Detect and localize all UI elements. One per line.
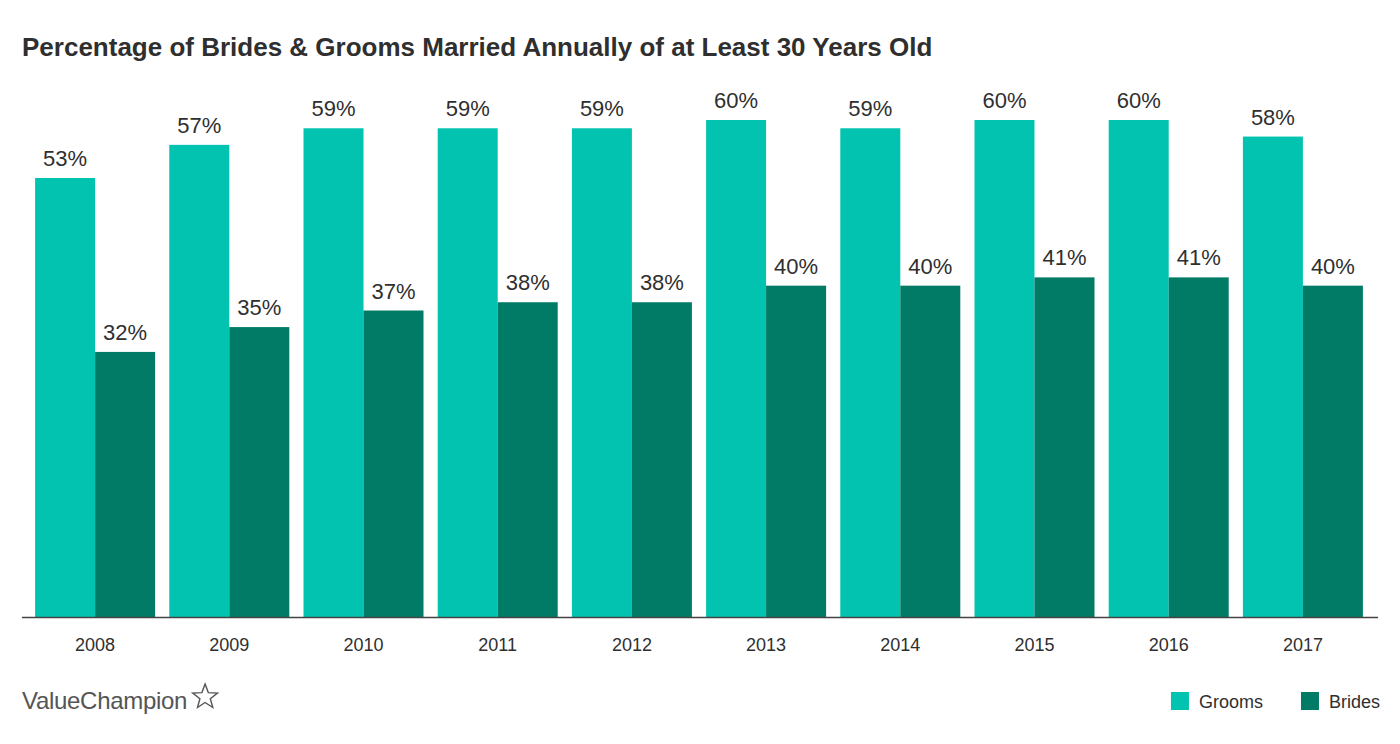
data-label: 59%	[848, 96, 892, 121]
legend-item: Brides	[1301, 692, 1380, 712]
data-label: 59%	[580, 96, 624, 121]
bar	[498, 302, 558, 617]
data-label: 59%	[311, 96, 355, 121]
bar	[95, 352, 155, 617]
bar	[1035, 277, 1095, 617]
bar	[632, 302, 692, 617]
bar	[304, 128, 364, 617]
data-label: 40%	[908, 254, 952, 279]
x-tick-label: 2011	[478, 635, 517, 655]
data-label: 40%	[1311, 254, 1355, 279]
logo-star	[193, 684, 218, 708]
bar	[975, 120, 1035, 617]
logo-text: ValueChampion	[22, 687, 187, 714]
data-label: 59%	[446, 96, 490, 121]
data-label: 41%	[1042, 245, 1086, 270]
legend-label: Brides	[1329, 692, 1380, 712]
x-tick-label: 2012	[612, 635, 652, 655]
bar	[1109, 120, 1169, 617]
data-label: 40%	[774, 254, 818, 279]
data-label: 38%	[640, 270, 684, 295]
x-tick-label: 2009	[209, 635, 249, 655]
chart-svg: Percentage of Brides & Grooms Married An…	[0, 0, 1400, 744]
bar	[1243, 137, 1303, 617]
bar	[229, 327, 289, 617]
legend-item: Grooms	[1171, 692, 1263, 712]
data-label: 35%	[237, 295, 281, 320]
x-tick-label: 2016	[1149, 635, 1189, 655]
data-label: 60%	[982, 88, 1026, 113]
legend-swatch	[1301, 692, 1319, 710]
bars	[35, 120, 1363, 617]
data-label: 57%	[177, 113, 221, 138]
bar	[900, 286, 960, 617]
legend-swatch	[1171, 692, 1189, 710]
chart-title: Percentage of Brides & Grooms Married An…	[22, 32, 932, 62]
bar	[1169, 277, 1229, 617]
bar	[706, 120, 766, 617]
x-tick-label: 2017	[1283, 635, 1323, 655]
x-tick-label: 2014	[880, 635, 920, 655]
bar	[766, 286, 826, 617]
bar	[840, 128, 900, 617]
data-label: 58%	[1251, 105, 1295, 130]
bar	[169, 145, 229, 617]
data-label: 38%	[506, 270, 550, 295]
data-label: 60%	[1117, 88, 1161, 113]
x-tick-label: 2013	[746, 635, 786, 655]
data-label: 41%	[1177, 245, 1221, 270]
data-label: 53%	[43, 146, 87, 171]
data-label: 60%	[714, 88, 758, 113]
legend-label: Grooms	[1199, 692, 1263, 712]
x-tick-label: 2010	[343, 635, 383, 655]
x-axis-line	[22, 617, 1378, 619]
legend: Grooms Brides	[1171, 692, 1380, 712]
x-tick-label: 2008	[75, 635, 115, 655]
x-tick-label: 2015	[1014, 635, 1054, 655]
logo: ValueChampion	[22, 684, 218, 714]
bar	[572, 128, 632, 617]
bar	[438, 128, 498, 617]
bar	[364, 311, 424, 617]
data-label: 37%	[371, 279, 415, 304]
data-labels: 53% 57% 59% 59% 59% 60% 59% 60% 60% 58% 32% 35% 37% 3…	[43, 88, 1355, 345]
bar	[35, 178, 95, 617]
bar	[1303, 286, 1363, 617]
data-label: 32%	[103, 320, 147, 345]
